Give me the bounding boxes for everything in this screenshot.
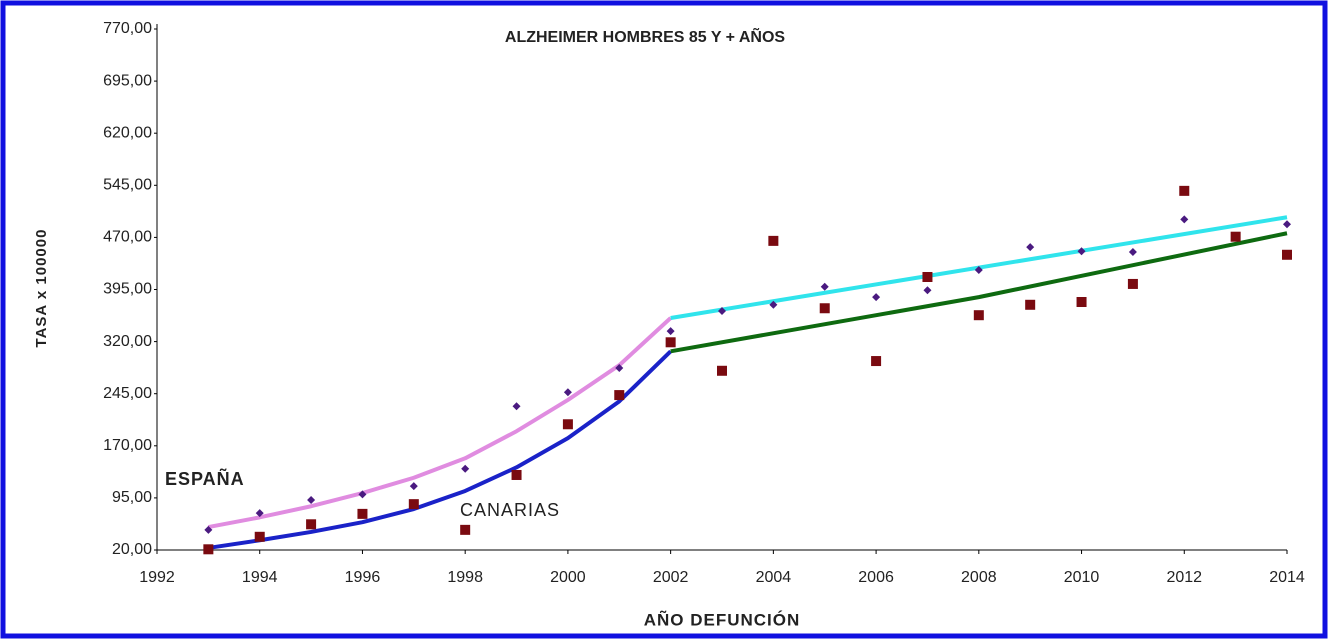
y-axis-label: TASA x 100000 — [33, 229, 50, 348]
x-tick-label: 2004 — [756, 569, 792, 586]
y-tick-label: 20,00 — [112, 541, 152, 558]
y-tick-label: 320,00 — [103, 333, 152, 350]
point — [460, 524, 471, 535]
point — [357, 508, 368, 519]
point — [769, 300, 778, 309]
point — [511, 469, 522, 480]
x-tick-label: 2008 — [961, 569, 997, 586]
x-tick-label: 2006 — [858, 569, 894, 586]
point — [408, 499, 419, 510]
y-tick-label: 395,00 — [103, 281, 152, 298]
point — [1128, 247, 1137, 256]
y-tick-label: 170,00 — [103, 437, 152, 454]
x-tick-label: 1998 — [447, 569, 483, 586]
point — [615, 363, 624, 372]
point — [666, 327, 675, 336]
point — [1076, 297, 1087, 308]
point — [461, 464, 470, 473]
y-tick-label: 695,00 — [103, 72, 152, 89]
trend-line — [670, 231, 1288, 354]
point — [562, 419, 573, 430]
point — [820, 282, 829, 291]
x-tick-label: 2000 — [550, 569, 586, 586]
y-tick-label: 95,00 — [112, 489, 152, 506]
x-tick-label: 1992 — [139, 569, 175, 586]
x-tick-label: 1996 — [345, 569, 381, 586]
point — [819, 303, 830, 314]
point — [718, 307, 726, 316]
y-tick-label: 545,00 — [103, 177, 152, 194]
point — [512, 402, 521, 411]
point — [872, 293, 881, 302]
point — [563, 388, 572, 397]
point — [203, 544, 214, 555]
point — [614, 390, 625, 401]
point — [254, 531, 265, 542]
x-axis-label: AÑO DEFUNCIÓN — [644, 609, 801, 629]
point — [923, 286, 932, 295]
trend-line — [208, 349, 673, 550]
point — [255, 509, 264, 518]
x-tick-label: 2014 — [1269, 569, 1305, 586]
point — [358, 490, 367, 499]
point — [974, 266, 983, 275]
y-tick-label: 770,00 — [103, 20, 152, 37]
x-tick-label: 2012 — [1166, 569, 1202, 586]
point — [665, 337, 676, 348]
point — [1025, 299, 1036, 310]
annotation: CANARIAS — [460, 500, 560, 520]
point — [768, 235, 779, 246]
y-tick-label: 470,00 — [103, 229, 152, 246]
x-tick-label: 2002 — [653, 569, 689, 586]
point — [204, 525, 213, 534]
point — [1026, 243, 1035, 252]
y-tick-label: 245,00 — [103, 385, 152, 402]
point — [1127, 278, 1138, 289]
point — [1180, 215, 1189, 224]
x-tick-label: 1994 — [242, 569, 278, 586]
point — [871, 356, 882, 367]
chart-title: ALZHEIMER HOMBRES 85 Y + AÑOS — [505, 26, 786, 46]
point — [922, 271, 933, 282]
point — [1179, 185, 1190, 196]
point — [1230, 231, 1241, 242]
point — [1283, 220, 1291, 229]
annotation: ESPAÑA — [165, 468, 245, 489]
point — [409, 482, 418, 491]
y-tick-label: 620,00 — [103, 124, 152, 141]
point — [307, 495, 316, 504]
point — [1282, 249, 1292, 260]
point — [306, 519, 317, 530]
point — [1077, 247, 1086, 256]
point — [717, 365, 727, 376]
point — [973, 310, 984, 321]
x-tick-label: 2010 — [1064, 569, 1100, 586]
trend-line — [207, 316, 672, 530]
